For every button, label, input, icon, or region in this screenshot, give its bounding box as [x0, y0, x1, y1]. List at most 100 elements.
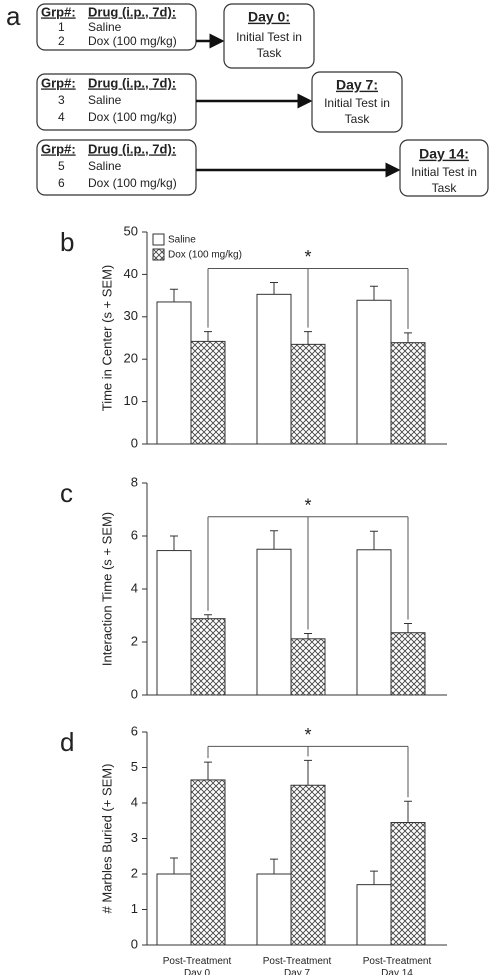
error-bar — [270, 858, 278, 874]
bar — [390, 342, 426, 445]
y-tick-label: 1 — [131, 901, 138, 916]
group-number: 2 — [58, 34, 65, 48]
drug: Dox (100 mg/kg) — [88, 176, 177, 190]
x-tick-label: Post-Treatment Day 0 — [163, 956, 232, 975]
error-bar — [404, 622, 412, 633]
error-bar — [170, 857, 178, 874]
error-bar — [204, 761, 212, 780]
panel-label: a — [6, 1, 21, 31]
panel-label: b — [60, 227, 74, 257]
bar — [290, 343, 326, 445]
bar — [256, 873, 292, 946]
bar — [156, 301, 192, 445]
error-bar — [170, 535, 178, 551]
bar — [156, 550, 192, 696]
y-axis-label: # Marbles Buried (+ SEM) — [99, 764, 114, 914]
group-number: 5 — [58, 159, 65, 173]
test: Task — [257, 46, 283, 60]
bar — [256, 293, 292, 445]
bar — [190, 340, 226, 445]
error-bar — [370, 530, 378, 550]
y-tick-label: 4 — [131, 580, 138, 595]
day-box — [399, 139, 489, 197]
day: Day 7: — [336, 77, 378, 93]
error-bar — [370, 870, 378, 885]
y-tick-label: 4 — [131, 794, 138, 809]
annotation: * — [304, 495, 311, 515]
legend-label: Saline — [168, 235, 196, 246]
y-tick-label: 5 — [131, 759, 138, 774]
day: Day 14: — [419, 146, 469, 162]
group-number: 6 — [58, 176, 65, 190]
header: Grp#: — [41, 75, 76, 90]
bar — [156, 873, 192, 946]
error-bar — [304, 759, 312, 786]
drug: Saline — [88, 159, 122, 173]
design-diagram: a Grp#: Drug (i.p., 7d): 1 Saline 2 Dox … — [6, 1, 489, 197]
header: Drug (i.p., 7d): — [88, 75, 176, 90]
annotation: * — [304, 247, 311, 267]
error-bar — [270, 281, 278, 295]
y-tick-label: 0 — [131, 435, 138, 450]
error-bar — [404, 800, 412, 823]
y-axis-label: Interaction Time (s + SEM) — [99, 512, 114, 666]
bar — [190, 779, 226, 946]
header: Grp#: — [41, 141, 76, 156]
bar — [190, 618, 226, 696]
group-box — [36, 3, 197, 51]
panel-label: c — [60, 478, 73, 508]
significance-bracket — [207, 516, 409, 630]
error-bar — [170, 288, 178, 302]
test: Task — [345, 112, 371, 126]
panel-label: d — [60, 727, 74, 757]
y-tick-label: 0 — [131, 686, 138, 701]
header: Grp#: — [41, 4, 76, 19]
bar-chart: b Time in Center (s + SEM) 0 10 20 30 40 50 * Sal… — [60, 223, 447, 450]
day-box — [223, 3, 315, 69]
error-bar — [270, 530, 278, 550]
group-number: 3 — [58, 93, 65, 107]
header: Drug (i.p., 7d): — [88, 4, 176, 19]
error-bar — [304, 331, 312, 345]
day-box — [311, 71, 403, 133]
bar-chart: d # Marbles Buried (+ SEM) 0 1 2 3 4 5 6 Post-Tre… — [60, 723, 447, 975]
group-box — [36, 139, 197, 196]
error-bar — [204, 614, 212, 619]
y-tick-label: 6 — [131, 527, 138, 542]
y-tick-label: 8 — [131, 474, 138, 489]
bar — [390, 822, 426, 946]
bar — [356, 549, 392, 696]
bar — [356, 884, 392, 946]
drug: Saline — [88, 20, 122, 34]
y-tick-label: 6 — [131, 723, 138, 738]
test: Initial Test in — [411, 165, 477, 179]
legend-label: Dox (100 mg/kg) — [168, 250, 242, 261]
test: Task — [432, 181, 458, 195]
group-number: 1 — [58, 20, 65, 34]
y-tick-label: 40 — [124, 266, 138, 281]
significance-bracket — [207, 745, 409, 798]
error-bar — [304, 633, 312, 639]
drug: Dox (100 mg/kg) — [88, 34, 177, 48]
error-bar — [370, 285, 378, 301]
x-tick-label: Post-Treatment Day 14 — [363, 956, 432, 975]
y-tick-label: 50 — [124, 223, 138, 238]
error-bar — [204, 331, 212, 342]
legend-swatch — [152, 233, 165, 246]
bar — [256, 548, 292, 696]
y-tick-label: 2 — [131, 865, 138, 880]
y-axis-label: Time in Center (s + SEM) — [99, 265, 114, 412]
annotation: * — [304, 725, 311, 745]
error-bar — [404, 332, 412, 343]
bar — [356, 299, 392, 445]
y-tick-label: 10 — [124, 393, 138, 408]
y-tick-label: 0 — [131, 936, 138, 951]
header: Drug (i.p., 7d): — [88, 141, 176, 156]
bar — [290, 784, 326, 946]
bar — [290, 638, 326, 696]
drug: Dox (100 mg/kg) — [88, 110, 177, 124]
group-number: 4 — [58, 110, 65, 124]
significance-bracket — [207, 267, 409, 329]
x-tick-label: Post-Treatment Day 7 — [263, 956, 332, 975]
